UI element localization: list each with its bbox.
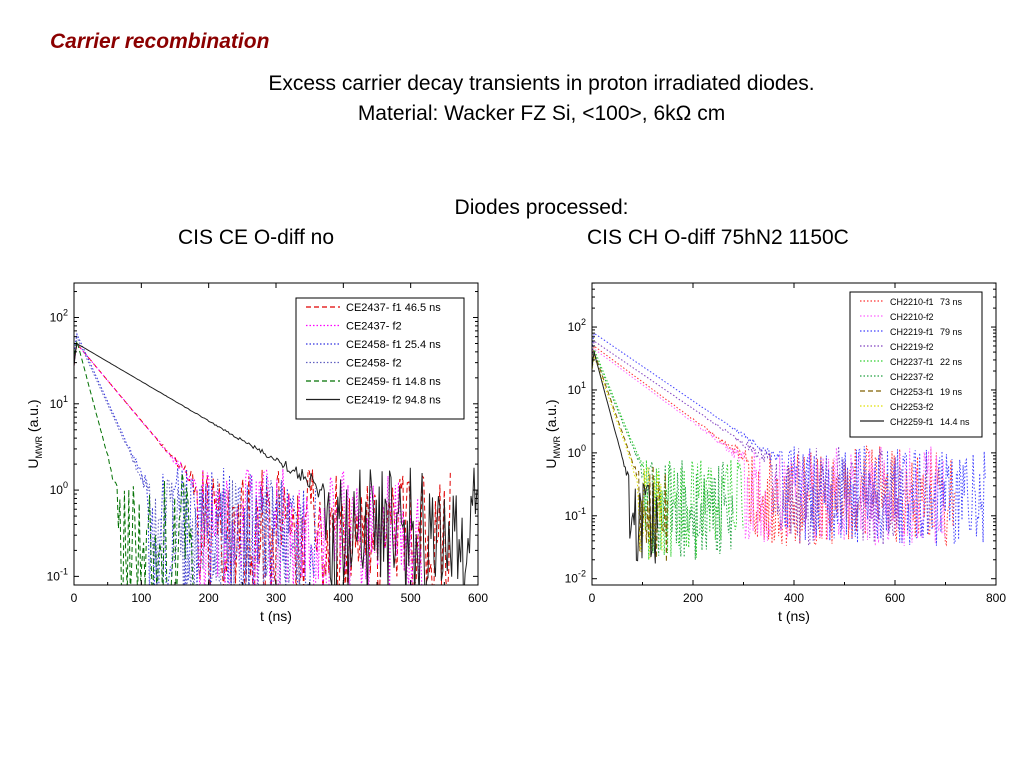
x-tick-label: 300 [266,591,286,605]
legend-label: CH2210-f2 [890,312,934,322]
series-line-5 [592,347,744,560]
series-line-9 [592,352,658,564]
legend-label: CE2459- f1 14.8 ns [346,376,441,388]
series-line-2 [592,348,946,547]
legend-tau-label: 79 ns [940,327,963,337]
y-axis-label: UMWR (a.u.) [25,399,44,468]
series-line-4 [74,335,303,585]
omega-symbol: Ω [675,102,692,125]
right-decay-chart: 0 200 400 600 800 102 101 100 10-1 10-2 t (ns) UMWR… [543,282,1006,624]
unit-suffix: cm [691,102,726,125]
diodes-heading: Diodes processed: [454,196,629,219]
legend-tau-label: 73 ns [940,297,963,307]
x-tick-label: 200 [683,591,703,605]
x-tick-label: 600 [468,591,488,605]
series-line-8 [592,354,663,559]
material-text: Material: Wacker FZ Si, <100>, 6k [357,102,676,125]
y-tick-label: 102 [50,308,68,325]
series-line-6 [74,342,478,585]
legend-label: CH2237-f2 [890,372,934,382]
legend-label: CE2458- f2 [346,358,402,370]
legend-label: CE2437- f2 [346,321,402,333]
x-tick-label: 600 [885,591,905,605]
legend-label: CH2219-f1 [890,327,934,337]
legend-label: CH2237-f1 [890,357,934,367]
legend-label: CH2253-f2 [890,402,934,412]
y-tick-label: 102 [568,317,586,334]
y-tick-label: 101 [50,394,68,411]
x-tick-label: 0 [71,591,78,605]
series-line-6 [592,350,734,560]
left-decay-chart: 0 100 200 300 400 500 600 102 101 100 10-1 t (ns) UM… [25,282,488,624]
legend-label: CH2210-f1 [890,297,934,307]
series-line-1 [74,342,451,585]
slide-title-line-1: Excess carrier decay transients in proto… [268,72,815,95]
legend-label: CH2219-f2 [890,342,934,352]
x-tick-label: 500 [401,591,421,605]
x-axis-label: t (ns) [778,608,810,624]
x-tick-label: 400 [784,591,804,605]
legend-tau-label: 14.4 ns [940,417,970,427]
legend-label: CH2259-f1 [890,417,934,427]
x-tick-label: 100 [131,591,151,605]
legend-label: CE2437- f1 46.5 ns [346,302,441,314]
x-tick-label: 800 [986,591,1006,605]
y-tick-label: 10-1 [47,566,68,583]
y-axis-label: UMWR (a.u.) [543,399,562,468]
x-tick-label: 200 [199,591,219,605]
right-plot-caption: CIS CH O-diff 75hN2 1150C [587,226,849,249]
x-tick-label: 0 [589,591,596,605]
series-line-3 [592,332,986,546]
legend-box [295,297,465,420]
series-line-5 [74,340,194,585]
x-tick-label: 400 [333,591,353,605]
y-tick-label: 101 [568,380,586,397]
legend-tau-label: 19 ns [940,387,963,397]
slide-heading: Carrier recombination [50,30,270,53]
left-plot-caption: CIS CE O-diff no [178,226,335,249]
y-tick-label: 10-2 [565,569,586,586]
y-tick-label: 100 [50,480,68,497]
y-tick-label: 10-1 [565,506,586,523]
series-line-4 [592,340,905,547]
legend-tau-label: 22 ns [940,357,963,367]
y-tick-label: 100 [568,443,586,460]
series-line-2 [74,342,423,585]
legend-label: CH2253-f1 [890,387,934,397]
legend-label: CE2419- f2 94.8 ns [346,395,441,407]
legend-label: CE2458- f1 25.4 ns [346,339,441,351]
slide-title-line-2: Material: Wacker FZ Si, <100>, 6kΩ cm [0,102,1024,126]
x-axis-label: t (ns) [260,608,292,624]
